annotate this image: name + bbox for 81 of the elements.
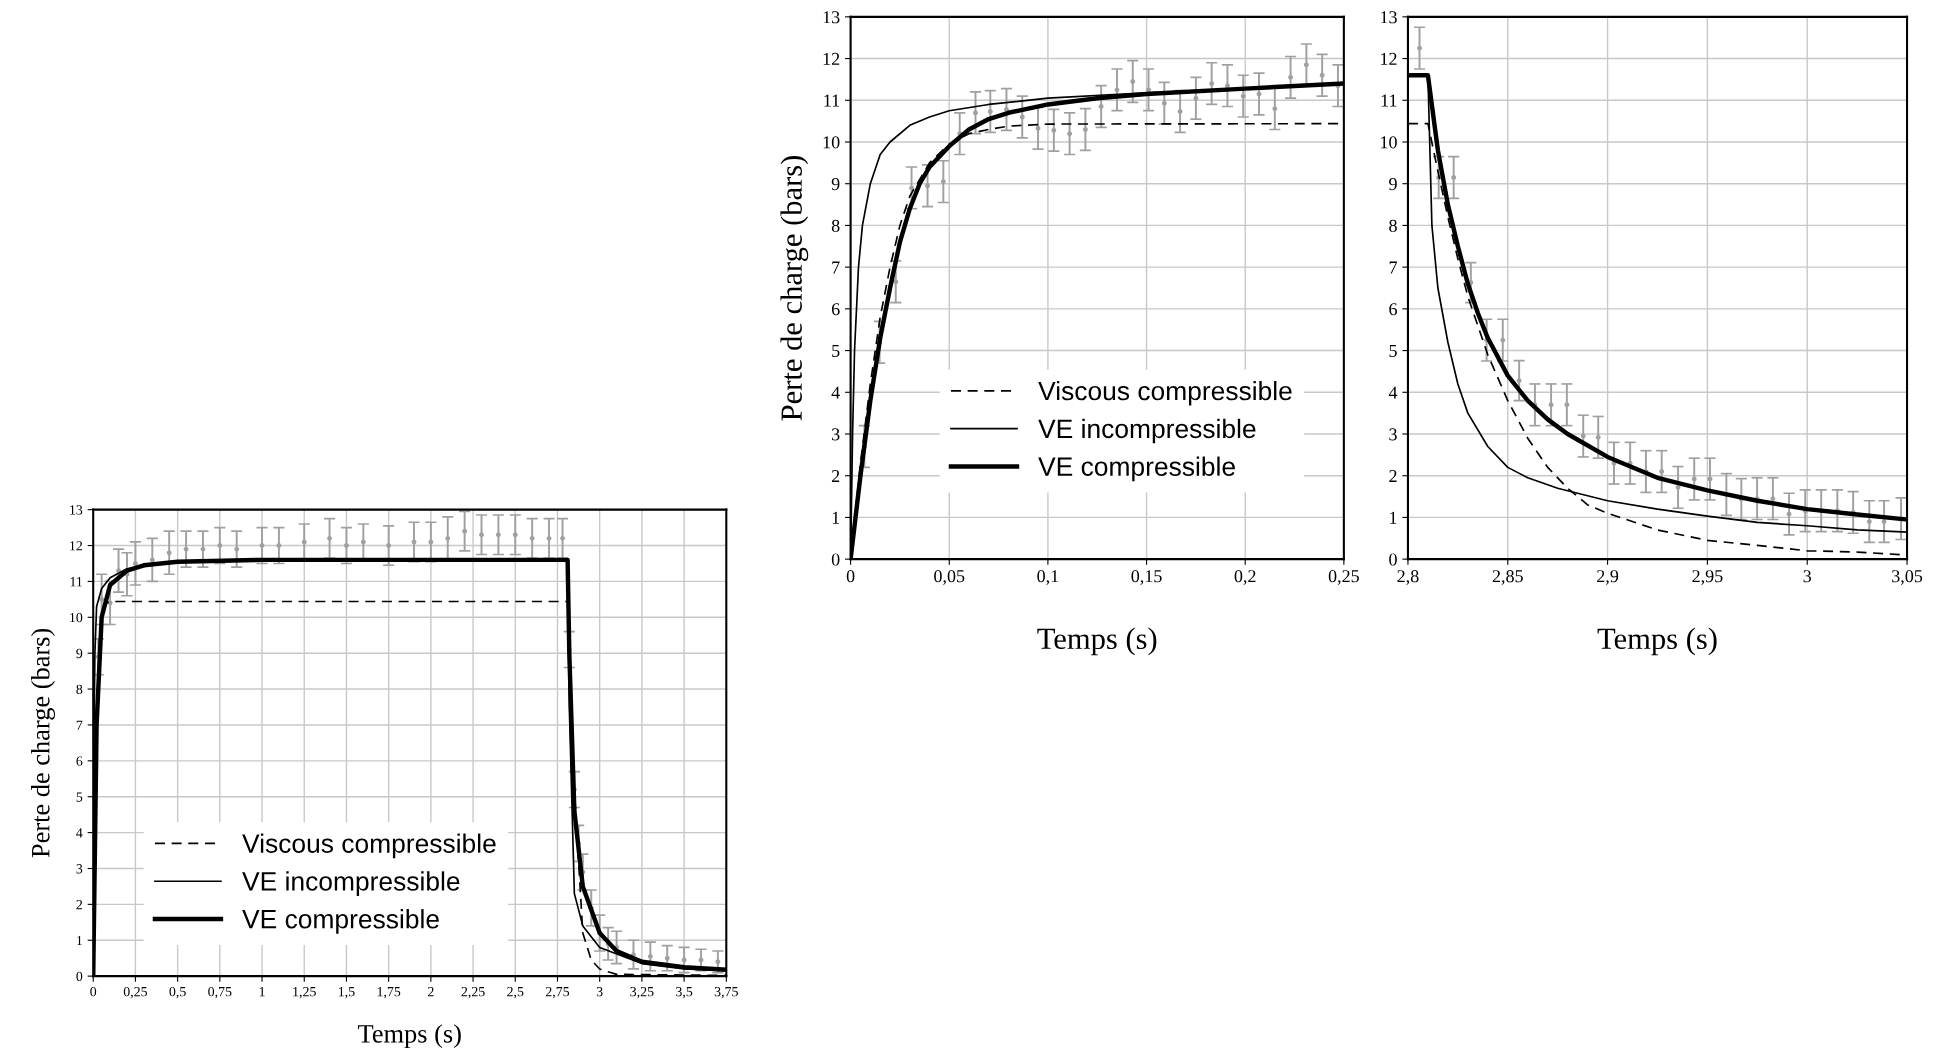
y-tick-label: 2 (831, 470, 840, 482)
y-tick-label: 3 (76, 864, 83, 874)
x-tick-label: 0,1 (1037, 570, 1059, 585)
legend-label: VE incompressible (242, 871, 460, 896)
x-tick-label: 0,15 (1131, 570, 1162, 585)
x-tick-label: 0 (846, 570, 855, 583)
y-tick-label: 10 (70, 612, 83, 623)
x-tick-label: 3 (1803, 570, 1812, 583)
y-tick-label: 4 (831, 386, 840, 399)
y-tick-label: 6 (831, 303, 840, 316)
x-tick-label: 1,75 (377, 987, 401, 999)
y-tick-label: 6 (76, 756, 83, 766)
y-tick-label: 3 (832, 428, 840, 441)
x-tick-label: 0,75 (208, 986, 232, 999)
y-tick-label: 13 (823, 11, 840, 24)
y-tick-label: 2 (1389, 470, 1397, 482)
y-tick-label: 6 (1389, 303, 1397, 316)
x-tick-label: 3 (596, 986, 603, 997)
legend-label: VE compressible (1038, 456, 1235, 482)
x-axis-title: Temps (s) (1597, 627, 1717, 656)
x-tick-label: 2,8 (1397, 570, 1419, 585)
x-tick-label: 0,5 (169, 986, 186, 999)
y-tick-label: 0 (1389, 553, 1397, 566)
y-tick-label: 7 (832, 261, 840, 274)
y-tick-label: 1 (832, 511, 840, 524)
y-tick-label: 8 (831, 219, 840, 232)
x-axis-title: Temps (s) (358, 1024, 461, 1049)
x-tick-label: 1 (259, 987, 265, 997)
y-tick-label: 4 (76, 828, 83, 838)
x-tick-label: 2,75 (545, 986, 570, 999)
x-tick-label: 0,25 (123, 986, 148, 999)
x-tick-label: 2,25 (461, 986, 485, 999)
x-tick-label: 1,25 (293, 986, 316, 999)
x-tick-label: 2 (428, 986, 434, 997)
x-tick-label: 2,5 (507, 986, 524, 999)
y-tick-label: 13 (1381, 11, 1397, 24)
y-tick-label: 8 (1389, 219, 1397, 232)
y-tick-label: 3 (1389, 428, 1397, 441)
x-tick-label: 0,05 (934, 570, 965, 585)
y-tick-label: 2 (76, 899, 83, 910)
y-tick-label: 13 (70, 505, 83, 515)
y-tick-label: 0 (831, 553, 840, 566)
legend-label: Viscous compressible (1038, 380, 1292, 406)
y-tick-label: 11 (824, 94, 840, 107)
x-tick-label: 0,2 (1234, 570, 1256, 585)
x-axis-title: Temps (s) (1037, 627, 1157, 656)
x-tick-label: 1,5 (338, 987, 355, 999)
x-tick-label: 3,75 (714, 986, 738, 999)
y-tick-label: 11 (1381, 94, 1397, 107)
x-tick-label: 3,05 (1892, 570, 1923, 585)
y-axis-title: Perte de charge (bars) (780, 156, 809, 421)
y-tick-label: 1 (77, 935, 82, 946)
y-tick-label: 11 (70, 577, 82, 587)
y-tick-label: 9 (1389, 178, 1397, 191)
x-tick-label: 2,95 (1692, 570, 1723, 585)
y-tick-label: 12 (1381, 52, 1397, 65)
y-tick-label: 7 (1389, 261, 1398, 274)
y-tick-label: 7 (76, 720, 83, 730)
legend-label: Viscous compressible (242, 833, 496, 859)
y-tick-label: 10 (823, 136, 840, 149)
y-tick-label: 9 (76, 648, 83, 659)
y-tick-label: 5 (1389, 345, 1397, 358)
x-tick-label: 0,25 (1328, 570, 1359, 585)
y-tick-label: 4 (1388, 386, 1398, 399)
x-tick-label: 3,5 (676, 986, 693, 999)
x-tick-label: 0 (90, 986, 97, 997)
y-tick-label: 5 (832, 345, 840, 358)
x-tick-label: 2,9 (1597, 570, 1619, 585)
y-tick-label: 1 (1390, 511, 1397, 524)
legend-label: VE compressible (242, 909, 439, 934)
y-tick-label: 0 (76, 971, 83, 982)
y-tick-label: 10 (1381, 136, 1397, 149)
y-tick-label: 12 (70, 541, 83, 551)
legend-label: VE incompressible (1038, 418, 1256, 444)
y-tick-label: 5 (76, 792, 83, 802)
y-axis-title: Perte de charge (bars) (31, 628, 56, 858)
y-tick-label: 12 (823, 52, 840, 65)
y-tick-label: 8 (76, 684, 83, 695)
y-tick-label: 9 (831, 178, 840, 191)
x-tick-label: 3,25 (630, 986, 654, 999)
x-tick-label: 2,85 (1492, 570, 1523, 585)
